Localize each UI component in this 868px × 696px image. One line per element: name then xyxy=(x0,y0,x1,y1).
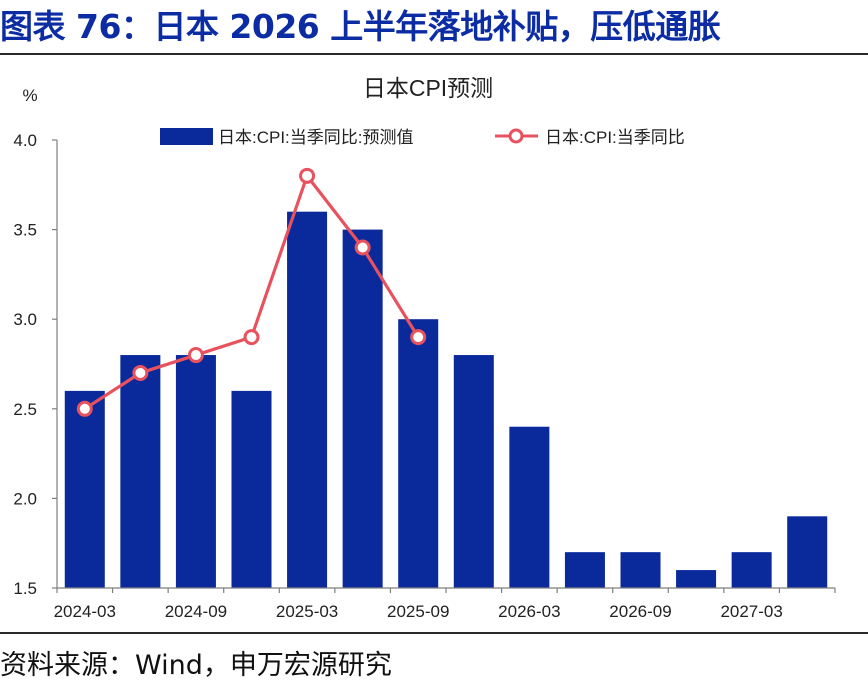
cpi-forecast-bar xyxy=(175,355,216,588)
cpi-forecast-bar xyxy=(564,552,605,588)
cpi-actual-point xyxy=(132,364,149,381)
cpi-forecast-bar xyxy=(676,570,717,588)
cpi-actual-point xyxy=(187,347,204,364)
cpi-forecast-bar xyxy=(620,552,661,588)
legend-bar-swatch xyxy=(160,128,213,145)
y-tick-label: 4.0 xyxy=(13,131,37,150)
cpi-forecast-bar xyxy=(231,390,272,588)
cpi-forecast-bar xyxy=(342,229,383,588)
cpi-actual-point xyxy=(299,167,316,184)
cpi-forecast-bar xyxy=(120,355,161,588)
chart-title: 日本CPI预测 xyxy=(363,75,493,101)
y-axis: 4.0 3.5 3.0 2.5 2.0 1.5 xyxy=(13,131,58,598)
x-tick-label: 2027-03 xyxy=(720,602,782,621)
bar-series xyxy=(64,211,828,588)
cpi-actual-point xyxy=(243,329,260,346)
x-tick-label: 2024-09 xyxy=(165,602,227,621)
bottom-divider xyxy=(0,632,868,634)
x-tick-label: 2024-03 xyxy=(54,602,116,621)
x-tick-label: 2026-03 xyxy=(498,602,560,621)
cpi-actual-point xyxy=(354,239,371,256)
source-note: 资料来源：Wind，申万宏源研究 xyxy=(0,650,392,681)
y-axis-unit: % xyxy=(22,86,37,105)
x-tick-label: 2025-09 xyxy=(387,602,449,621)
cpi-actual-point xyxy=(76,400,93,417)
figure-title: 图表 76：日本 2026 上半年落地补贴，压低通胀 xyxy=(0,7,721,46)
line-series xyxy=(76,167,427,417)
cpi-forecast-bar xyxy=(64,390,105,588)
y-tick-label: 1.5 xyxy=(13,579,37,598)
y-tick-label: 3.0 xyxy=(13,310,37,329)
x-tick-label: 2026-09 xyxy=(609,602,671,621)
cpi-forecast-bar xyxy=(787,516,828,588)
top-divider xyxy=(0,53,868,55)
cpi-forecast-bar xyxy=(453,355,494,588)
cpi-forecast-chart: 日本CPI预测 % 日本:CPI:当季同比:预测值 日本:CPI:当季同比 4.… xyxy=(13,75,836,621)
y-tick-label: 2.5 xyxy=(13,400,37,419)
legend-line-marker xyxy=(508,128,524,144)
x-tick-label: 2025-03 xyxy=(276,602,338,621)
cpi-actual-point xyxy=(410,329,427,346)
cpi-forecast-bar xyxy=(287,211,328,588)
cpi-forecast-bar xyxy=(509,426,550,588)
legend-bar-label: 日本:CPI:当季同比:预测值 xyxy=(218,128,414,147)
cpi-forecast-bar xyxy=(731,552,772,588)
legend-line-label: 日本:CPI:当季同比 xyxy=(545,128,685,147)
x-axis: 2024-03 2024-09 2025-03 2025-09 2026-03 2026-… xyxy=(54,587,836,621)
y-tick-label: 2.0 xyxy=(13,489,37,508)
y-tick-label: 3.5 xyxy=(13,221,37,240)
cpi-forecast-bar xyxy=(398,319,439,588)
legend: 日本:CPI:当季同比:预测值 日本:CPI:当季同比 xyxy=(160,128,685,147)
